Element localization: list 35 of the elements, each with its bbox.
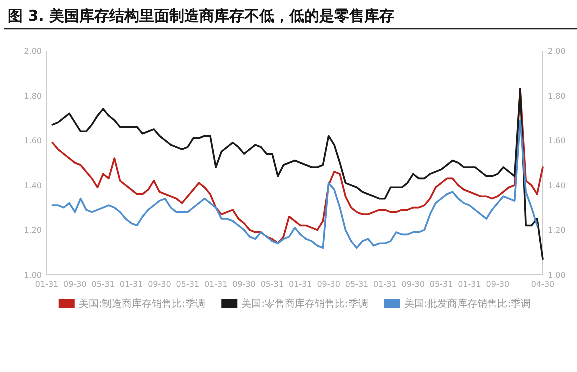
x-tick-label: 01-31 [289, 280, 312, 289]
legend-label: 美国:批发商库存销售比:季调 [404, 298, 532, 310]
x-tick-label: 01-31 [120, 280, 144, 289]
x-tick-label: 09-30 [486, 280, 510, 289]
y2-tick-label: 1.20 [548, 226, 566, 236]
x-tick-label: 09-30 [402, 280, 425, 289]
x-tick-label: 01-31 [458, 280, 482, 289]
y-tick-label: 1.20 [24, 226, 42, 236]
y-tick-label: 2.00 [24, 47, 42, 56]
x-tick-label: 05-31 [92, 280, 115, 289]
x-tick-label: 05-31 [176, 280, 200, 289]
y-tick-label: 1.40 [24, 181, 42, 190]
x-tick-label: 01-31 [374, 280, 397, 289]
x-tick-label: 09-30 [317, 280, 340, 289]
y2-tick-label: 2.00 [548, 47, 566, 56]
x-tick-label: 05-31 [345, 280, 369, 289]
x-tick-label: 09-30 [232, 280, 256, 289]
x-tick-label: 01-31 [204, 280, 228, 289]
y-tick-label: 1.60 [24, 136, 42, 146]
legend-label: 美国:制造商库存销售比:季调 [78, 298, 206, 310]
y2-tick-label: 1.60 [548, 136, 566, 146]
y2-tick-label: 1.40 [548, 181, 566, 190]
x-tick-label: 09-30 [64, 280, 87, 289]
line-series [52, 120, 538, 250]
x-tick-label: 05-31 [430, 280, 454, 289]
y2-tick-label: 1.80 [548, 92, 566, 101]
x-tick-label: 01-31 [35, 280, 59, 289]
x-tick-label: 09-30 [148, 280, 172, 289]
y-tick-label: 1.00 [24, 271, 42, 280]
x-tick-label: 05-31 [260, 280, 284, 289]
chart-title: 图 3. 美国库存结构里面制造商库存不低，低的是零售库存 [8, 7, 395, 25]
legend-label: 美国:零售商库存销售比:季调 [242, 298, 368, 310]
y2-tick-label: 1.00 [548, 271, 566, 280]
y-tick-label: 1.80 [24, 92, 42, 101]
x-tick-label: 04-30 [531, 280, 555, 289]
